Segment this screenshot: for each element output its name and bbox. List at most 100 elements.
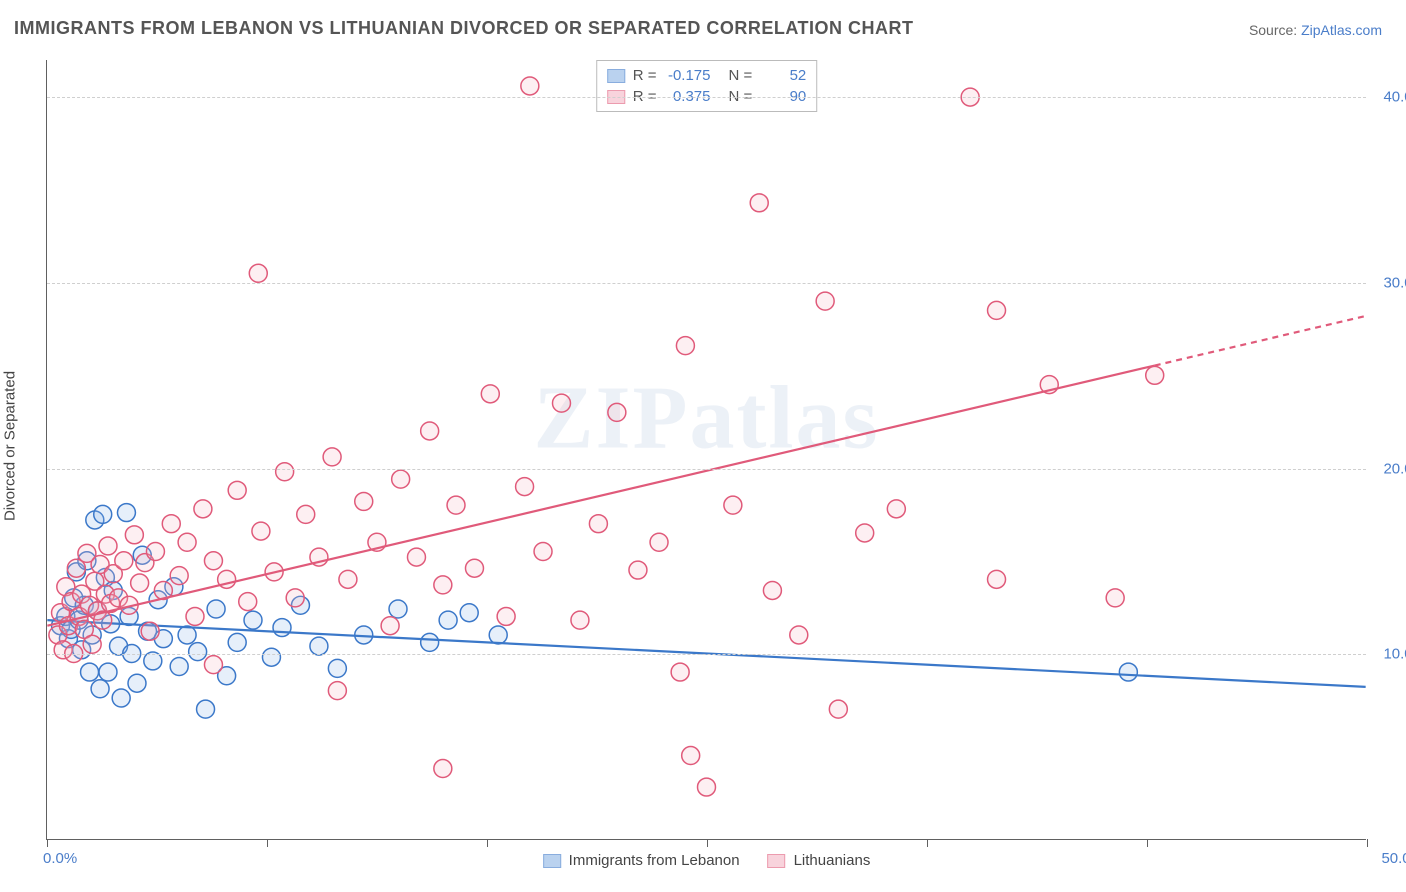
scatter-point [988,570,1006,588]
scatter-point [434,760,452,778]
scatter-point [571,611,589,629]
scatter-point [178,533,196,551]
scatter-point [552,394,570,412]
scatter-point [465,559,483,577]
scatter-point [629,561,647,579]
gridline [47,654,1366,655]
series-legend: Immigrants from Lebanon Lithuanians [543,852,871,869]
scatter-point [328,682,346,700]
x-axis-min-label: 0.0% [43,850,77,867]
scatter-point [816,292,834,310]
scatter-point [988,301,1006,319]
y-axis-title: Divorced or Separated [2,371,19,521]
scatter-point [162,515,180,533]
scatter-point [189,643,207,661]
scatter-point [1106,589,1124,607]
legend-item: Immigrants from Lebanon [543,852,740,869]
scatter-point [434,576,452,594]
correlation-legend: R =-0.175N =52R =0.375N =90 [596,60,818,112]
scatter-point [698,778,716,796]
legend-n-value: 52 [760,67,806,84]
x-tick [267,839,268,847]
plot-svg [47,60,1366,839]
scatter-point [355,492,373,510]
scatter-point [310,637,328,655]
scatter-point [178,626,196,644]
scatter-point [589,515,607,533]
legend-r-label: R = [633,67,657,84]
scatter-point [460,604,478,622]
x-tick [487,839,488,847]
scatter-plot: ZIPatlas R =-0.175N =52R =0.375N =90 0.0… [46,60,1366,840]
scatter-point [421,633,439,651]
scatter-point [125,526,143,544]
scatter-point [650,533,668,551]
legend-r-value: -0.175 [665,67,711,84]
scatter-point [608,403,626,421]
scatter-point [516,478,534,496]
scatter-point [534,543,552,561]
legend-label: Immigrants from Lebanon [569,852,740,869]
scatter-point [447,496,465,514]
scatter-point [339,570,357,588]
scatter-point [273,619,291,637]
scatter-point [790,626,808,644]
legend-label: Lithuanians [794,852,871,869]
y-tick-label: 10.0% [1371,646,1406,663]
scatter-point [207,600,225,618]
scatter-point [439,611,457,629]
scatter-point [94,505,112,523]
scatter-point [297,505,315,523]
scatter-point [763,581,781,599]
scatter-point [1146,366,1164,384]
legend-swatch [607,69,625,83]
chart-title: IMMIGRANTS FROM LEBANON VS LITHUANIAN DI… [14,18,914,39]
scatter-point [829,700,847,718]
scatter-point [489,626,507,644]
scatter-point [194,500,212,518]
source-prefix: Source: [1249,22,1301,38]
regression-line [47,366,1154,626]
source-link[interactable]: ZipAtlas.com [1301,22,1382,38]
scatter-point [481,385,499,403]
legend-item: Lithuanians [768,852,871,869]
scatter-point [91,680,109,698]
scatter-point [407,548,425,566]
legend-swatch [768,854,786,868]
scatter-point [276,463,294,481]
scatter-point [323,448,341,466]
scatter-point [497,607,515,625]
scatter-point [239,593,257,611]
scatter-point [204,552,222,570]
legend-row: R = -0.175 N = 52 [607,65,807,86]
scatter-point [170,658,188,676]
scatter-point [328,659,346,677]
scatter-point [186,607,204,625]
x-tick [707,839,708,847]
scatter-point [197,700,215,718]
scatter-point [521,77,539,95]
scatter-point [81,663,99,681]
x-axis-max-label: 50.0% [1381,850,1406,867]
scatter-point [262,648,280,666]
y-tick-label: 20.0% [1371,460,1406,477]
scatter-point [244,611,262,629]
scatter-point [228,633,246,651]
x-tick [47,839,48,847]
scatter-point [286,589,304,607]
gridline [47,97,1366,98]
scatter-point [112,689,130,707]
legend-n-label: N = [729,67,753,84]
scatter-point [115,552,133,570]
scatter-point [676,337,694,355]
scatter-point [682,747,700,765]
scatter-point [389,600,407,618]
scatter-point [750,194,768,212]
scatter-point [252,522,270,540]
scatter-point [131,574,149,592]
gridline [47,469,1366,470]
scatter-point [99,537,117,555]
scatter-point [141,622,159,640]
x-tick [1147,839,1148,847]
scatter-point [83,635,101,653]
